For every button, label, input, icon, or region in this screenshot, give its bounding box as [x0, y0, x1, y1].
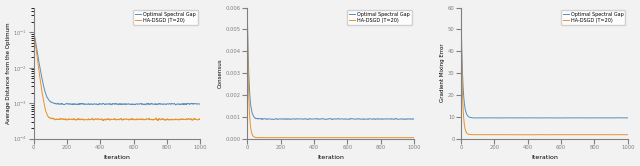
Optimal Spectral Gap — [172, 104, 180, 106]
X-axis label: Iteration: Iteration — [317, 155, 344, 161]
Optimal Spectral Gap — [260, 118, 268, 120]
Optimal Spectral Gap — [590, 117, 598, 119]
Optimal Spectral Gap — [144, 103, 152, 105]
HA-DSGD (T=20) — [389, 137, 397, 139]
Y-axis label: Consensus: Consensus — [218, 58, 223, 88]
Optimal Spectral Gap — [103, 103, 111, 105]
HA-DSGD (T=20) — [572, 134, 579, 136]
Legend: Optimal Spectral Gap, HA-DSGD (T=20): Optimal Spectral Gap, HA-DSGD (T=20) — [347, 10, 412, 25]
Optimal Spectral Gap — [311, 118, 319, 120]
Optimal Spectral Gap — [525, 117, 532, 119]
Optimal Spectral Gap — [30, 30, 38, 32]
Optimal Spectral Gap — [160, 103, 168, 105]
X-axis label: Iteration: Iteration — [104, 155, 131, 161]
Optimal Spectral Gap — [624, 117, 632, 119]
Line: Optimal Spectral Gap: Optimal Spectral Gap — [461, 18, 628, 118]
HA-DSGD (T=20) — [376, 137, 384, 139]
HA-DSGD (T=20) — [104, 118, 111, 120]
HA-DSGD (T=20) — [474, 134, 482, 136]
HA-DSGD (T=20) — [196, 119, 204, 121]
Line: Optimal Spectral Gap: Optimal Spectral Gap — [34, 31, 200, 105]
Legend: Optimal Spectral Gap, HA-DSGD (T=20): Optimal Spectral Gap, HA-DSGD (T=20) — [133, 10, 198, 25]
HA-DSGD (T=20) — [624, 134, 632, 136]
Optimal Spectral Gap — [47, 101, 54, 103]
Optimal Spectral Gap — [196, 103, 204, 105]
Line: HA-DSGD (T=20): HA-DSGD (T=20) — [248, 23, 414, 138]
HA-DSGD (T=20) — [47, 118, 54, 120]
Line: HA-DSGD (T=20): HA-DSGD (T=20) — [461, 23, 628, 135]
Line: Optimal Spectral Gap: Optimal Spectral Gap — [248, 18, 414, 120]
HA-DSGD (T=20) — [410, 137, 418, 139]
Legend: Optimal Spectral Gap, HA-DSGD (T=20): Optimal Spectral Gap, HA-DSGD (T=20) — [561, 10, 625, 25]
HA-DSGD (T=20) — [317, 137, 324, 139]
Y-axis label: Gradient Mixing Error: Gradient Mixing Error — [440, 44, 445, 102]
HA-DSGD (T=20) — [458, 22, 465, 24]
Y-axis label: Average Distance from the Optimum: Average Distance from the Optimum — [6, 22, 10, 124]
HA-DSGD (T=20) — [358, 137, 365, 139]
HA-DSGD (T=20) — [145, 118, 152, 120]
Optimal Spectral Gap — [458, 17, 465, 19]
HA-DSGD (T=20) — [163, 118, 171, 120]
Optimal Spectral Gap — [304, 119, 312, 121]
HA-DSGD (T=20) — [100, 120, 108, 122]
HA-DSGD (T=20) — [590, 134, 598, 136]
Optimal Spectral Gap — [410, 118, 418, 120]
HA-DSGD (T=20) — [621, 134, 628, 136]
Optimal Spectral Gap — [317, 118, 324, 120]
X-axis label: Iteration: Iteration — [531, 155, 558, 161]
Optimal Spectral Gap — [97, 103, 105, 105]
HA-DSGD (T=20) — [260, 137, 268, 139]
HA-DSGD (T=20) — [525, 134, 532, 136]
HA-DSGD (T=20) — [244, 22, 252, 24]
Optimal Spectral Gap — [358, 118, 366, 120]
Optimal Spectral Gap — [163, 103, 170, 105]
Line: HA-DSGD (T=20): HA-DSGD (T=20) — [34, 31, 200, 121]
Optimal Spectral Gap — [572, 117, 579, 119]
Optimal Spectral Gap — [376, 118, 384, 120]
HA-DSGD (T=20) — [160, 118, 168, 120]
HA-DSGD (T=20) — [311, 137, 319, 139]
Optimal Spectral Gap — [244, 17, 252, 19]
Optimal Spectral Gap — [531, 117, 538, 119]
HA-DSGD (T=20) — [587, 134, 595, 136]
HA-DSGD (T=20) — [30, 30, 38, 32]
Optimal Spectral Gap — [474, 117, 482, 119]
HA-DSGD (T=20) — [97, 118, 105, 120]
HA-DSGD (T=20) — [531, 134, 538, 136]
HA-DSGD (T=20) — [374, 137, 381, 139]
Optimal Spectral Gap — [374, 118, 381, 120]
Optimal Spectral Gap — [588, 117, 595, 119]
Optimal Spectral Gap — [576, 117, 584, 119]
